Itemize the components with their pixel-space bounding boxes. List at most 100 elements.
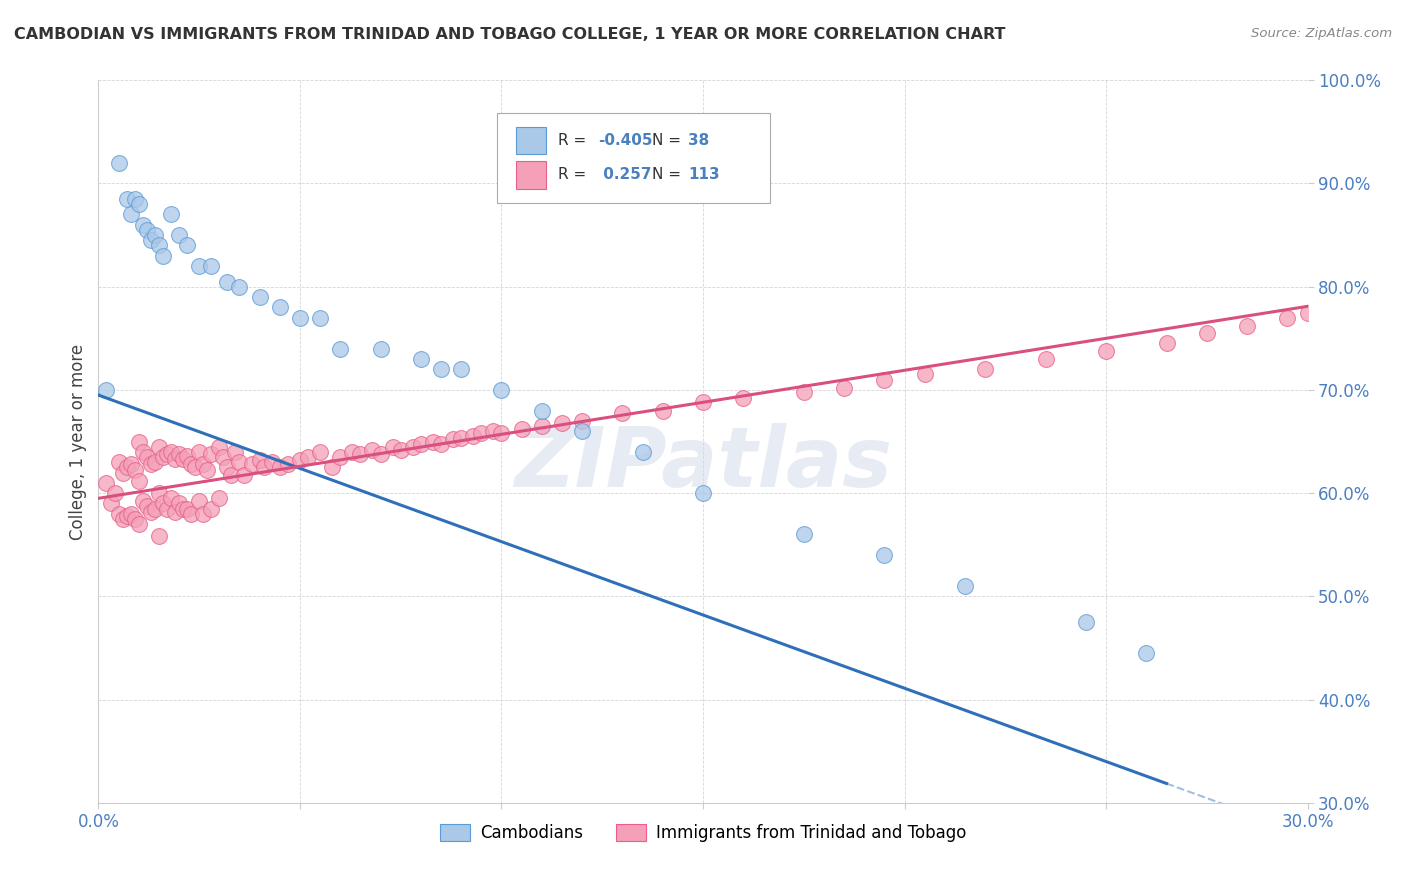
Point [167,447,190,461]
Point [180,507,202,521]
Text: 113: 113 [689,168,720,183]
Point [288,310,311,325]
Point [115,508,138,523]
Point [1236,318,1258,333]
Point [269,301,291,315]
Point [793,527,815,541]
Point [1277,310,1299,325]
Point [430,436,453,450]
Text: R =: R = [558,168,591,183]
Point [180,457,202,471]
Point [974,362,997,376]
Point [571,414,593,428]
Point [381,440,404,454]
Point [409,436,432,450]
Point [135,499,157,513]
Point [1337,295,1360,310]
Point [309,445,332,459]
Point [152,249,174,263]
Point [176,501,198,516]
Point [107,507,129,521]
Text: Source: ZipAtlas.com: Source: ZipAtlas.com [1251,27,1392,40]
Point [143,455,166,469]
Point [107,455,129,469]
Point [176,449,198,463]
Point [172,501,194,516]
Point [491,426,513,441]
Point [430,362,453,376]
Point [139,457,162,471]
Point [470,426,492,441]
Point [450,362,472,376]
Point [224,445,246,459]
Point [793,384,815,399]
Point [163,452,186,467]
Point [402,440,425,454]
Point [221,467,243,482]
Point [329,342,352,356]
Point [1035,351,1057,366]
Point [832,381,855,395]
Point [389,442,412,457]
Point [128,197,150,211]
Point [232,467,254,482]
Point [450,432,472,446]
Point [184,460,207,475]
Point [120,507,142,521]
Point [111,512,134,526]
Point [148,440,170,454]
Point [188,259,211,273]
Point [143,501,166,516]
Point [200,501,222,516]
Text: N =: N = [652,133,686,148]
Point [1095,343,1118,358]
Point [132,445,155,459]
Point [217,460,239,475]
Point [188,494,211,508]
Point [167,496,190,510]
Point [873,373,896,387]
Point [297,450,319,464]
Point [249,290,271,304]
Point [370,342,392,356]
Point [128,434,150,449]
Point [208,491,231,506]
Point [143,228,166,243]
Point [135,223,157,237]
Point [321,460,343,475]
Point [692,486,714,500]
Point [193,507,215,521]
FancyBboxPatch shape [516,161,546,189]
Point [361,442,384,457]
Point [228,279,250,293]
Point [148,238,170,252]
Point [208,440,231,454]
Point [124,463,146,477]
Point [571,424,593,438]
FancyBboxPatch shape [498,112,769,203]
Point [100,496,122,510]
Point [148,529,170,543]
Point [249,453,271,467]
Point [128,517,150,532]
Point [128,474,150,488]
Point [176,238,198,252]
Point [163,505,186,519]
Point [288,453,311,467]
Legend: Cambodians, Immigrants from Trinidad and Tobago: Cambodians, Immigrants from Trinidad and… [433,817,973,848]
Point [107,156,129,170]
Point [135,450,157,464]
Point [96,475,118,490]
Point [124,512,146,526]
Point [139,233,162,247]
Text: -0.405: -0.405 [598,133,652,148]
Point [463,429,485,443]
Point [1135,646,1157,660]
Point [269,460,291,475]
Point [1195,326,1218,340]
Text: CAMBODIAN VS IMMIGRANTS FROM TRINIDAD AND TOBAGO COLLEGE, 1 YEAR OR MORE CORRELA: CAMBODIAN VS IMMIGRANTS FROM TRINIDAD AN… [14,27,1005,42]
Point [200,259,222,273]
Point [217,275,239,289]
Point [651,403,673,417]
Y-axis label: College, 1 year or more: College, 1 year or more [69,343,87,540]
